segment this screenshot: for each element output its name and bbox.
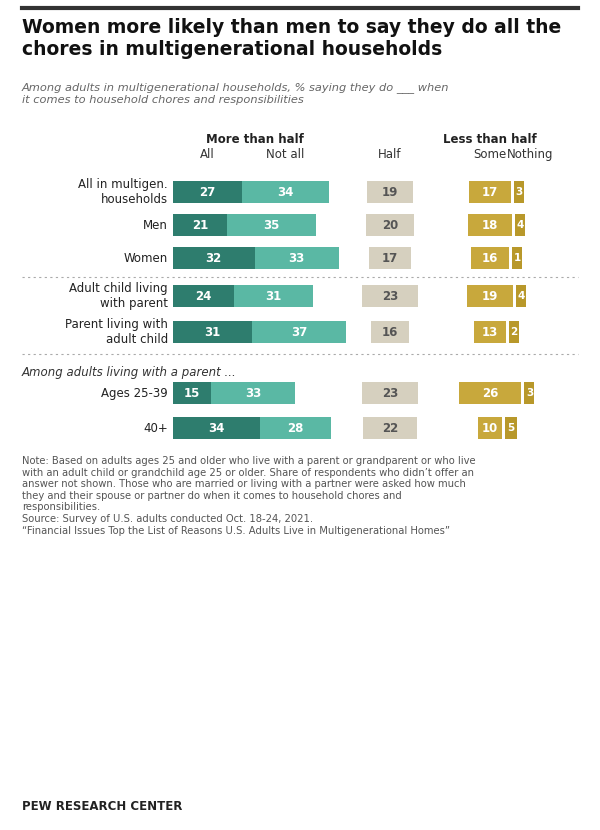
Text: 15: 15 — [184, 387, 200, 399]
Text: Ages 25-39: Ages 25-39 — [101, 387, 168, 399]
Text: 17: 17 — [482, 185, 498, 198]
Bar — [468, 214, 512, 236]
Bar — [362, 285, 418, 307]
Bar — [514, 181, 524, 203]
Text: 28: 28 — [287, 422, 304, 434]
Bar — [173, 417, 260, 439]
Text: Women: Women — [124, 251, 168, 265]
Bar — [242, 181, 329, 203]
Text: 40+: 40+ — [143, 422, 168, 434]
Text: Nothing: Nothing — [507, 148, 553, 161]
Text: Half: Half — [378, 148, 402, 161]
Bar — [509, 321, 519, 343]
Bar — [515, 214, 525, 236]
Text: 27: 27 — [199, 185, 215, 198]
Text: 26: 26 — [482, 387, 498, 399]
Text: 19: 19 — [382, 185, 398, 198]
Bar — [227, 214, 316, 236]
Text: 4: 4 — [516, 220, 523, 230]
Bar — [173, 321, 252, 343]
Text: 17: 17 — [382, 251, 398, 265]
Text: 3: 3 — [515, 187, 522, 197]
Bar — [524, 382, 535, 404]
Bar — [469, 181, 511, 203]
Text: All: All — [200, 148, 215, 161]
Bar — [467, 285, 513, 307]
Bar — [173, 382, 211, 404]
Text: PEW RESEARCH CENTER: PEW RESEARCH CENTER — [22, 800, 182, 813]
Bar — [260, 417, 331, 439]
Bar — [234, 285, 313, 307]
Bar — [367, 181, 413, 203]
Text: 34: 34 — [277, 185, 293, 198]
Bar — [173, 285, 234, 307]
Bar — [505, 417, 517, 439]
Bar — [370, 247, 410, 269]
Text: Women more likely than men to say they do all the
chores in multigenerational ho: Women more likely than men to say they d… — [22, 18, 561, 59]
Text: 33: 33 — [289, 251, 305, 265]
Text: Not all: Not all — [266, 148, 304, 161]
Text: 13: 13 — [482, 325, 498, 339]
Text: 20: 20 — [382, 218, 398, 232]
Text: 23: 23 — [382, 290, 398, 302]
Text: 35: 35 — [263, 218, 280, 232]
Text: 22: 22 — [382, 422, 398, 434]
Bar — [362, 382, 418, 404]
Text: Less than half: Less than half — [443, 133, 537, 146]
Text: 18: 18 — [482, 218, 498, 232]
Bar — [364, 417, 416, 439]
Bar — [173, 247, 254, 269]
Text: Parent living with
adult child: Parent living with adult child — [65, 318, 168, 346]
Text: 32: 32 — [206, 251, 222, 265]
Text: 2: 2 — [510, 327, 517, 337]
Text: 1: 1 — [514, 253, 521, 263]
Text: 34: 34 — [208, 422, 224, 434]
Bar — [371, 321, 409, 343]
Bar — [252, 321, 346, 343]
Text: Adult child living
with parent: Adult child living with parent — [70, 282, 168, 310]
Text: 31: 31 — [205, 325, 221, 339]
Bar — [512, 247, 523, 269]
Text: Among adults living with a parent ...: Among adults living with a parent ... — [22, 366, 237, 379]
Text: 16: 16 — [482, 251, 498, 265]
Text: 23: 23 — [382, 387, 398, 399]
Text: Some: Some — [473, 148, 506, 161]
Bar — [211, 382, 295, 404]
Bar — [474, 321, 506, 343]
Bar — [470, 247, 509, 269]
Text: 33: 33 — [245, 387, 262, 399]
Text: All in multigen.
households: All in multigen. households — [79, 178, 168, 206]
Bar — [254, 247, 339, 269]
Text: Note: Based on adults ages 25 and older who live with a parent or grandparent or: Note: Based on adults ages 25 and older … — [22, 456, 476, 535]
Text: 16: 16 — [382, 325, 398, 339]
Text: More than half: More than half — [206, 133, 304, 146]
Text: 19: 19 — [482, 290, 498, 302]
Bar — [516, 285, 526, 307]
Text: 31: 31 — [266, 290, 282, 302]
Bar — [173, 181, 242, 203]
Bar — [366, 214, 414, 236]
Text: 21: 21 — [191, 218, 208, 232]
Text: Men: Men — [143, 218, 168, 232]
Text: 4: 4 — [517, 291, 525, 301]
Bar — [478, 417, 502, 439]
Text: 5: 5 — [508, 423, 515, 433]
Bar — [173, 214, 227, 236]
Bar — [458, 382, 521, 404]
Text: 3: 3 — [526, 388, 533, 398]
Text: 24: 24 — [196, 290, 212, 302]
Text: Among adults in multigenerational households, % saying they do ___ when
it comes: Among adults in multigenerational househ… — [22, 82, 449, 105]
Text: 10: 10 — [482, 422, 498, 434]
Text: 37: 37 — [291, 325, 307, 339]
